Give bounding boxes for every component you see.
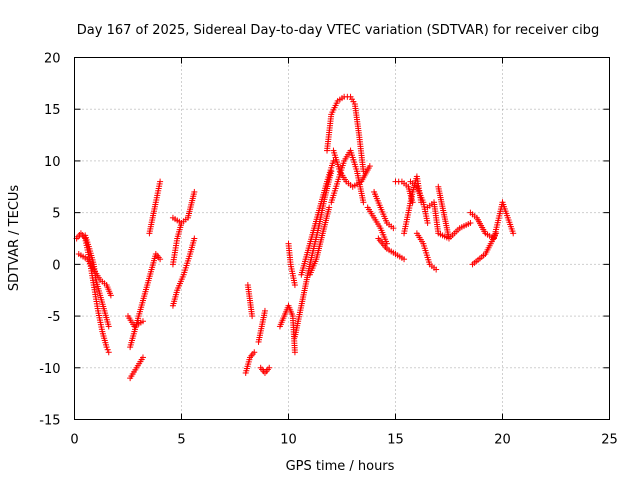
data-point — [326, 204, 333, 211]
data-point — [107, 292, 114, 299]
chart-title: Day 167 of 2025, Sidereal Day-to-day VTE… — [77, 23, 599, 38]
y-tick-label: 0 — [52, 258, 60, 273]
data-point — [249, 313, 256, 320]
data-point — [433, 266, 440, 273]
series-sdtvar_arc_3 — [75, 251, 114, 299]
series-sdtvar_arc_12 — [244, 282, 256, 320]
series-sdtvar_arc_14 — [255, 307, 268, 345]
data-point — [493, 230, 500, 237]
series-sdtvar_arc_30 — [424, 199, 452, 242]
data-point — [467, 219, 474, 226]
series-sdtvar_arc_1 — [73, 230, 112, 356]
y-tick-label: -5 — [48, 310, 61, 325]
y-tick-label: 5 — [52, 207, 60, 222]
series-sdtvar_arc_15 — [276, 302, 298, 356]
series-sdtvar_arc_11 — [242, 349, 258, 376]
data-point — [330, 157, 337, 164]
data-point — [105, 349, 112, 356]
series-sdtvar_arc_4 — [125, 313, 146, 330]
y-tick-label: 15 — [44, 103, 61, 118]
y-axis-label: SDTVAR / TECUs — [7, 185, 22, 292]
data-point — [139, 318, 146, 325]
series-sdtvar_arc_20 — [324, 93, 367, 175]
y-tick-label: -10 — [39, 362, 60, 377]
x-tick-label: 25 — [601, 433, 618, 448]
x-axis-label: GPS time / hours — [286, 459, 395, 474]
plot-frame — [74, 57, 610, 420]
series-sdtvar_arc_29 — [413, 230, 440, 273]
data-point — [401, 256, 408, 263]
series-sdtvar_arc_31 — [435, 183, 474, 242]
series-sdtvar_arc_26 — [392, 178, 416, 206]
series-sdtvar_arc_17 — [291, 168, 335, 340]
data-point — [191, 235, 198, 242]
series-sdtvar_arc_23 — [364, 204, 390, 247]
data-point — [139, 354, 146, 361]
axis-ticks — [74, 57, 610, 420]
data-point — [510, 230, 517, 237]
data-points — [73, 93, 517, 382]
series-sdtvar_arc_6 — [127, 251, 164, 351]
x-tick-label: 10 — [280, 433, 297, 448]
series-sdtvar_arc_8 — [169, 235, 198, 309]
x-tick-label: 0 — [70, 433, 78, 448]
series-sdtvar_arc_18 — [298, 157, 337, 278]
series-sdtvar_arc_24 — [371, 188, 397, 232]
data-point — [366, 163, 373, 170]
series-sdtvar_arc_5 — [127, 354, 146, 382]
data-point — [266, 364, 273, 371]
series-sdtvar_arc_2 — [82, 232, 112, 330]
series-sdtvar_arc_33 — [469, 230, 500, 268]
grid-lines — [74, 57, 610, 420]
data-point — [291, 349, 298, 356]
series-sdtvar_arc_32 — [467, 199, 517, 242]
data-point — [424, 219, 431, 226]
data-point — [157, 178, 164, 185]
series-sdtvar_arc_10 — [169, 188, 198, 226]
series-sdtvar_arc_7 — [146, 178, 164, 237]
data-point — [104, 346, 111, 353]
series-sdtvar_arc_28 — [407, 178, 431, 226]
data-point — [251, 349, 258, 356]
data-point — [261, 307, 268, 314]
y-tick-label: 10 — [44, 155, 61, 170]
x-tick-label: 15 — [387, 433, 404, 448]
data-point — [191, 188, 198, 195]
y-tick-label: 20 — [44, 52, 61, 67]
series-sdtvar_arc_13 — [257, 364, 273, 376]
series-sdtvar_arc_16 — [285, 240, 298, 289]
data-point — [157, 256, 164, 263]
data-point — [360, 199, 367, 206]
x-tick-label: 20 — [494, 433, 511, 448]
data-point — [390, 225, 397, 232]
y-tick-labels: -15 -10 -5 0 5 10 15 20 — [39, 52, 60, 429]
series-sdtvar_arc_19 — [306, 204, 333, 278]
y-tick-label: -15 — [39, 414, 60, 429]
data-point — [105, 323, 112, 330]
series-sdtvar_arc_21 — [328, 147, 367, 206]
data-point — [291, 282, 298, 289]
series-sdtvar_arc_9 — [169, 219, 185, 268]
series-sdtvar_arc_22 — [330, 147, 373, 190]
x-tick-labels: 0 5 10 15 20 25 — [70, 433, 617, 448]
data-point — [103, 344, 110, 351]
x-tick-label: 5 — [177, 433, 185, 448]
series-sdtvar_arc_25 — [375, 235, 408, 263]
